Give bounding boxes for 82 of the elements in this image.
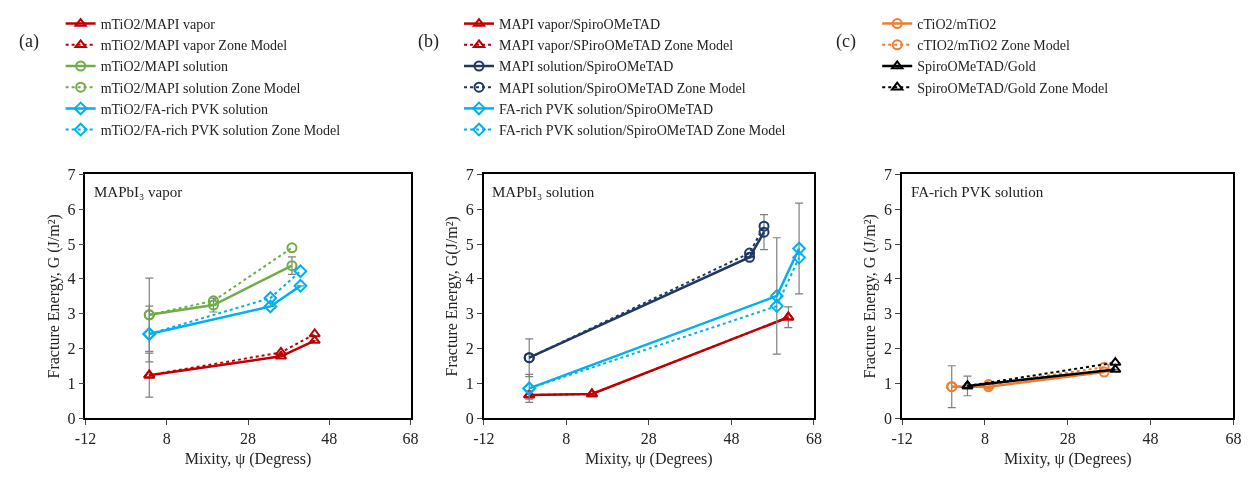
x-tick-label: 68 [402,430,419,448]
legend-label: mTiO2/MAPI vapor [100,17,216,33]
point [286,242,298,254]
point [792,241,806,256]
y-tick-label: 2 [884,340,893,358]
chart-title: (a) [19,31,39,52]
x-tick-label: -12 [74,430,97,448]
y-axis-title: Fracture Energy, G (J/m²) [44,214,63,379]
y-tick-label: 0 [67,410,76,427]
y-tick-label: 5 [67,235,76,253]
point [263,299,278,314]
legend-label: cTIO2/mTiO2 Zone Model [917,38,1071,54]
legend-label: MAPI solution/SpiroOMeTAD [499,59,674,75]
x-tick-label: 48 [723,430,740,448]
point [792,250,806,265]
legend-label: mTiO2/FA-rich PVK solution [100,101,268,117]
y-tick-label: 1 [67,375,76,393]
legend-label: MAPI solution/SpiroOMeTAD Zone Model [499,80,746,96]
legend-label: SpiroOMeTAD/Gold [917,59,1036,75]
y-axis-title: Fracture Energy, G (J/m²) [861,214,880,379]
legend-label: mTiO2/MAPI vapor Zone Model [100,38,288,54]
x-tick-label: 28 [1059,430,1076,448]
y-tick-label: 3 [884,305,893,323]
y-axis-title: Fracture Energy, G(J/m²) [443,216,462,377]
x-tick-label: 8 [562,430,571,448]
x-tick-label: 28 [640,430,657,448]
legend-label: MAPI vapor/SpiroOMeTAD [499,17,661,33]
x-tick-label: 68 [1225,430,1242,448]
x-tick-label: 48 [1142,430,1159,448]
legend-label: mTiO2/MAPI solution Zone Model [100,80,301,96]
legend-label: MAPI vapor/SPiroOMeTAD Zone Model [499,38,734,54]
y-tick-label: 6 [67,200,76,218]
y-tick-label: 0 [884,410,893,427]
point [744,247,756,259]
y-tick-label: 4 [67,270,76,288]
x-axis-title: Mixity, ψ (Degrees) [585,449,713,468]
y-tick-label: 3 [465,305,474,323]
legend-label: cTiO2/mTiO2 [917,17,997,33]
x-tick-label: 28 [240,430,257,448]
y-tick-label: 4 [465,270,474,288]
x-tick-label: 68 [805,430,822,448]
y-tick-label: 3 [67,305,76,323]
chart-title: (c) [836,31,856,52]
point [293,264,308,279]
y-tick-label: 2 [465,340,474,358]
x-tick-label: 8 [980,430,989,448]
x-tick-label: -12 [473,430,495,448]
point [744,251,756,263]
x-tick-label: -12 [891,430,913,448]
point [769,299,784,313]
point [263,291,278,305]
y-tick-label: 7 [884,165,893,183]
point [293,279,308,293]
legend-label: FA-rich PVK solution/SpiroOMeTAD [499,101,714,117]
point [758,220,770,232]
y-tick-label: 7 [465,165,474,183]
y-tick-label: 5 [884,235,893,253]
legend-label: SpiroOMeTAD/Gold Zone Model [917,80,1109,96]
y-tick-label: 4 [884,270,893,288]
annotation: MAPbI₃ vapor [94,184,183,200]
y-tick-label: 5 [465,235,474,253]
y-tick-label: 2 [67,340,76,358]
legend-label: mTiO2/FA-rich PVK solution Zone Model [100,123,341,139]
point [207,295,219,307]
y-tick-label: 1 [465,375,474,393]
point [769,289,784,303]
x-axis-title: Mixity, ψ (Degrees) [1003,449,1132,468]
annotation: FA-rich PVK solution [911,184,1044,200]
legend-label: mTiO2/MAPI solution [100,59,229,75]
y-tick-label: 6 [884,200,893,218]
chart-title: (b) [418,31,439,52]
point [758,226,770,238]
y-tick-label: 7 [67,165,76,183]
x-tick-label: 8 [162,430,171,448]
y-tick-label: 0 [465,410,474,427]
annotation: MAPbI₃ solution [492,184,595,200]
legend-label: FA-rich PVK solution/SpiroOMeTAD Zone Model [499,123,786,139]
y-tick-label: 6 [465,200,474,218]
x-axis-title: Mixity, ψ (Degress) [184,449,312,468]
point [286,260,298,272]
x-tick-label: 48 [321,430,338,448]
y-tick-label: 1 [884,375,893,393]
